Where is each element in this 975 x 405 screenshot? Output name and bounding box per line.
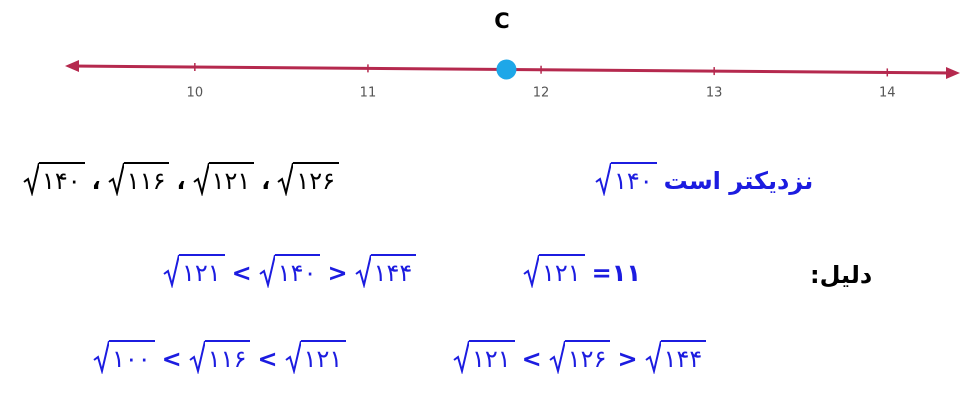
operator: < [231, 259, 252, 287]
radical: ۱۲۶ [277, 162, 340, 196]
radical: ۱۴۴ [644, 340, 707, 374]
radical-stroke [192, 162, 209, 196]
radicand: ۱۱۶ [204, 340, 251, 374]
radical-sign [189, 340, 205, 374]
number-line: C 10 11 12 13 14 [65, 9, 960, 101]
radical-stroke [23, 162, 39, 196]
radicand: ۱۴۰ [611, 162, 657, 196]
radical-sign [644, 340, 661, 374]
radical-stroke [277, 162, 294, 196]
radical-stroke [93, 340, 109, 374]
radical-sign [523, 254, 539, 288]
radical: ۱۴۰ [23, 162, 85, 196]
radical-stroke [284, 340, 301, 374]
radical-stroke [549, 340, 565, 374]
comparison: ۱۰۰ <۱۱۶ <۱۲۱ [90, 334, 349, 374]
radical-sign [108, 162, 124, 196]
radicand: ۱۲۱ [208, 162, 255, 196]
operator: < [257, 345, 278, 373]
radical-sign [93, 340, 109, 374]
point [496, 59, 517, 80]
point-label: C [494, 9, 509, 33]
radical-stroke [354, 254, 371, 288]
tick-label: 14 [879, 86, 896, 101]
radical-sign [284, 340, 301, 374]
operator: =۱۱ [591, 259, 642, 287]
operator: > [327, 259, 348, 287]
radicand: ۱۲۱ [179, 254, 225, 288]
radical: ۱۴۰ [259, 254, 321, 288]
reason-row: دلیل: [806, 250, 872, 290]
radical: ۱۲۱ [453, 340, 515, 374]
comparison: ۱۲۱ <۱۲۶ >۱۴۴ [450, 334, 709, 374]
radical-stroke [108, 162, 124, 196]
radical-sign [163, 254, 179, 288]
comparison: ۱۲۱ <۱۴۰ >۱۴۴ [160, 248, 419, 288]
radical: ۱۲۱ [192, 162, 255, 196]
radical-sign [549, 340, 565, 374]
radical: ۱۱۶ [189, 340, 251, 374]
radicand: ۱۴۴ [660, 340, 707, 374]
radical-sign [453, 340, 469, 374]
radicand: ۱۰۰ [109, 340, 155, 374]
operator: ، [91, 167, 101, 195]
tick-label: 10 [187, 86, 204, 101]
radical: ۱۲۶ [549, 340, 611, 374]
radicand: ۱۴۴ [370, 254, 417, 288]
answer-text: نزدیکتر است [663, 167, 814, 195]
arrow-right [946, 67, 960, 79]
radical-sign [259, 254, 275, 288]
operator: > [617, 345, 638, 373]
radical-stroke [595, 162, 611, 196]
radical-stroke [163, 254, 179, 288]
radical-sign [277, 162, 294, 196]
radicand: ۱۲۱ [300, 340, 347, 374]
operator: ، [176, 167, 186, 195]
radical: ۱۲۱ [523, 254, 585, 288]
radical-sign [354, 254, 371, 288]
radical: ۱۱۶ [108, 162, 170, 196]
radical-stroke [189, 340, 205, 374]
radical-stroke [259, 254, 275, 288]
radical-stroke [644, 340, 661, 374]
tick-label: 13 [706, 86, 723, 101]
reason-label: دلیل: [810, 261, 873, 289]
tick-label: 12 [533, 86, 550, 101]
radical-sign [595, 162, 611, 196]
radical-sign [23, 162, 39, 196]
radical-stroke [453, 340, 469, 374]
radical: ۱۰۰ [93, 340, 155, 374]
radical: ۱۲۱ [284, 340, 347, 374]
radicand: ۱۲۶ [293, 162, 340, 196]
radicand: ۱۱۶ [123, 162, 170, 196]
arrow-left [65, 60, 79, 72]
radicand: ۱۴۰ [274, 254, 321, 288]
radical: ۱۴۰ [595, 162, 657, 196]
tick-label: 11 [360, 86, 377, 101]
radicand: ۱۲۶ [564, 340, 611, 374]
operator: ، [261, 167, 271, 195]
radicand: ۱۲۱ [469, 340, 515, 374]
operator: < [161, 345, 182, 373]
operator: < [521, 345, 542, 373]
radicand: ۱۴۰ [39, 162, 85, 196]
radical: ۱۴۴ [354, 254, 417, 288]
answer: ۱۴۰ نزدیکتر است [592, 156, 813, 196]
radical-stroke [523, 254, 539, 288]
radical: ۱۲۱ [163, 254, 225, 288]
radical-sign [192, 162, 209, 196]
radicand: ۱۲۱ [539, 254, 585, 288]
given-roots: ۱۴۰ ، ۱۱۶ ، ۱۲۱ ، ۱۲۶ [20, 156, 342, 196]
equation: ۱۲۱ =۱۱ [520, 248, 645, 288]
